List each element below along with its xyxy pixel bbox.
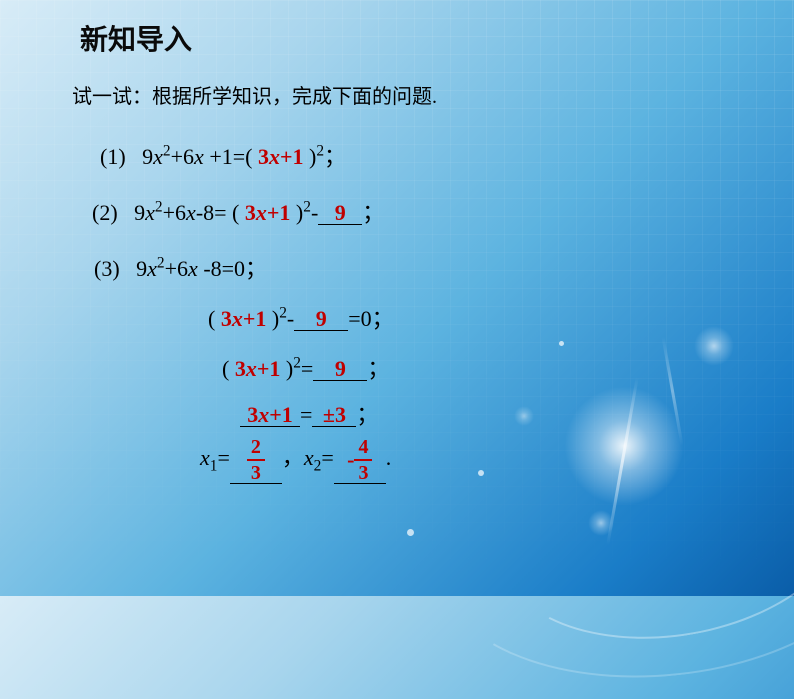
slide-content: 新知导入 试一试：根据所学知识，完成下面的问题. (1) 9x2+6x +1=(… (0, 0, 794, 484)
instruction-text: 根据所学知识，完成下面的问题. (152, 86, 437, 108)
answer-x1: 23 (247, 437, 265, 483)
step-line-2: ( 3x+1 )2=9； (222, 351, 722, 383)
problem-1: (1) 9x2+6x +1=( 3x+1 )2； (100, 139, 722, 171)
answer-4-left: 3x+1 (235, 356, 281, 381)
problem-index: (3) (94, 256, 120, 281)
problem-3: (3) 9x2+6x -8=0； (94, 251, 722, 283)
problem-index: (2) (92, 200, 118, 225)
answer-5-left: 3x+1 (247, 402, 293, 427)
answer-4-right: 9 (335, 356, 346, 381)
step-line-3: 3x+1=±3； (240, 397, 722, 429)
solution-line: x1=23，x2=-43. (200, 437, 722, 484)
step-line-1: ( 3x+1 )2-9=0； (208, 301, 722, 333)
section-title: 新知导入 (80, 18, 722, 58)
answer-5-right: ±3 (323, 402, 346, 427)
answer-2-left: 3x+1 (245, 200, 291, 225)
problem-index: (1) (100, 144, 126, 169)
answer-x2: 43 (354, 437, 372, 483)
answer-1: 3x+1 (258, 144, 304, 169)
answer-3-left: 3x+1 (221, 306, 267, 331)
answer-x2-sign: - (347, 447, 354, 472)
answer-2-right: 9 (335, 200, 346, 225)
instruction-line: 试一试：根据所学知识，完成下面的问题. (72, 80, 722, 109)
problem-2: (2) 9x2+6x-8= ( 3x+1 )2-9； (92, 195, 722, 227)
answer-3-right: 9 (316, 306, 327, 331)
try-label: 试一试： (72, 86, 152, 108)
